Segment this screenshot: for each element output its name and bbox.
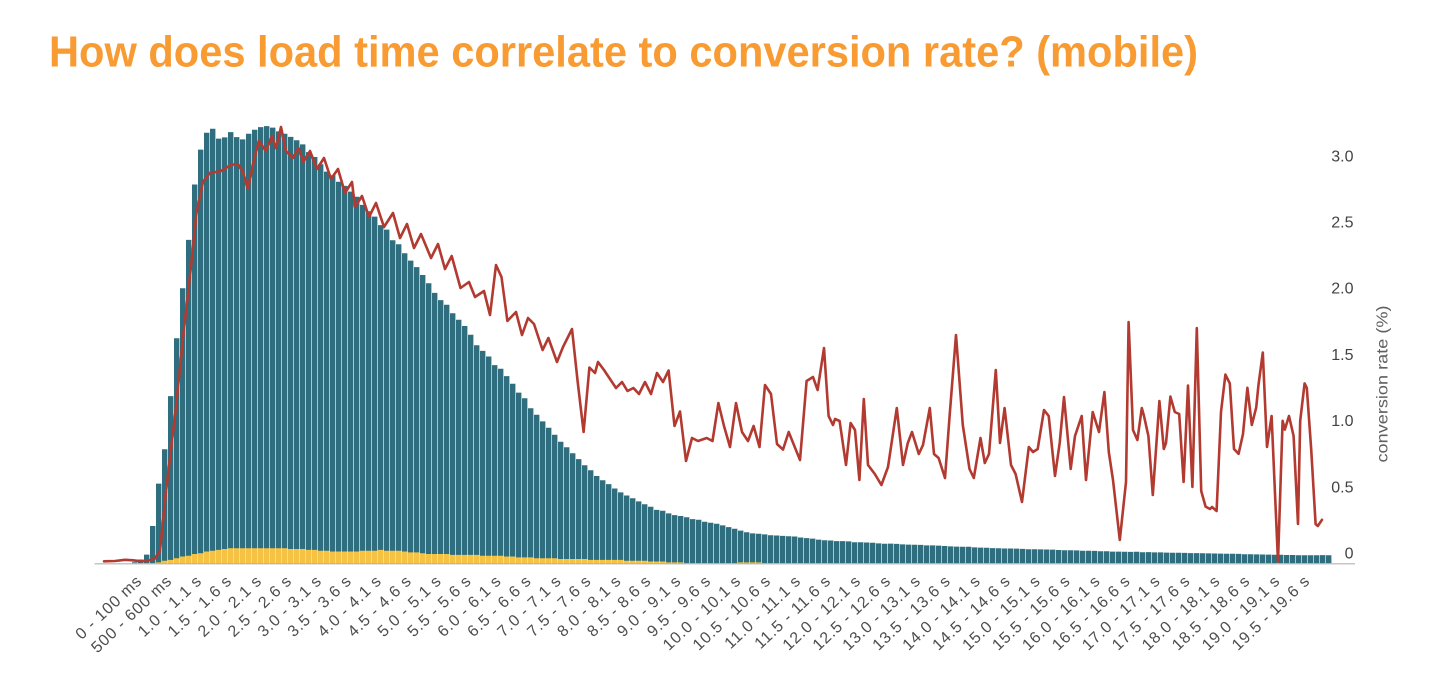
svg-text:1.0: 1.0 (1331, 413, 1353, 430)
svg-text:conversion rate (%): conversion rate (%) (1375, 306, 1392, 463)
svg-text:3.0: 3.0 (1331, 148, 1353, 165)
svg-text:0: 0 (1345, 546, 1354, 563)
svg-text:How does load time correlate t: How does load time correlate to conversi… (49, 28, 1198, 77)
svg-text:2.5: 2.5 (1331, 215, 1353, 232)
svg-text:1.5: 1.5 (1331, 347, 1353, 364)
svg-text:0.5: 0.5 (1331, 479, 1353, 496)
svg-text:2.0: 2.0 (1331, 281, 1353, 298)
